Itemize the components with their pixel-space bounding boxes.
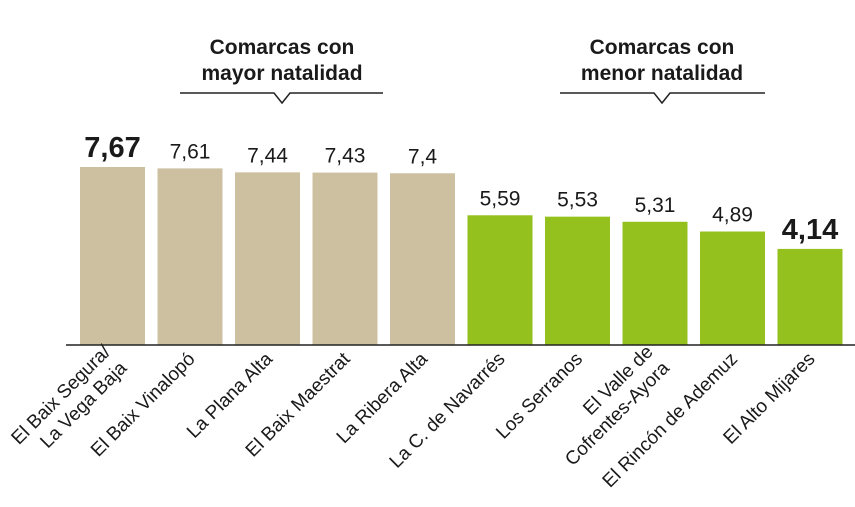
bar [80,167,145,345]
bar [390,173,455,345]
value-label: 5,53 [557,189,598,212]
value-label: 7,44 [247,144,288,167]
value-label: 7,4 [408,145,438,168]
value-label: 5,31 [635,194,676,217]
text-line: Comarcas con [590,36,735,59]
value-label: 7,67 [84,132,140,164]
value-label: 7,61 [170,140,211,163]
bracket [180,92,383,105]
bar [777,248,843,345]
text-line: menor natalidad [581,62,743,85]
value-label: 7,43 [325,145,366,168]
annotation: Comarcas con menor natalidad [581,36,743,85]
annotation: Comarcas con mayor natalidad [201,36,362,85]
bar [467,215,533,345]
bar [622,221,688,345]
bar [700,231,765,345]
bar [157,168,223,345]
value-label: 4,89 [712,204,753,227]
bar [312,172,378,345]
bar [235,172,300,345]
text-line: mayor natalidad [201,62,362,85]
bar [545,216,610,345]
value-label: 4,14 [782,214,838,246]
text-line: Comarcas con [210,36,355,59]
value-label: 5,59 [480,187,521,210]
bracket [560,92,765,105]
